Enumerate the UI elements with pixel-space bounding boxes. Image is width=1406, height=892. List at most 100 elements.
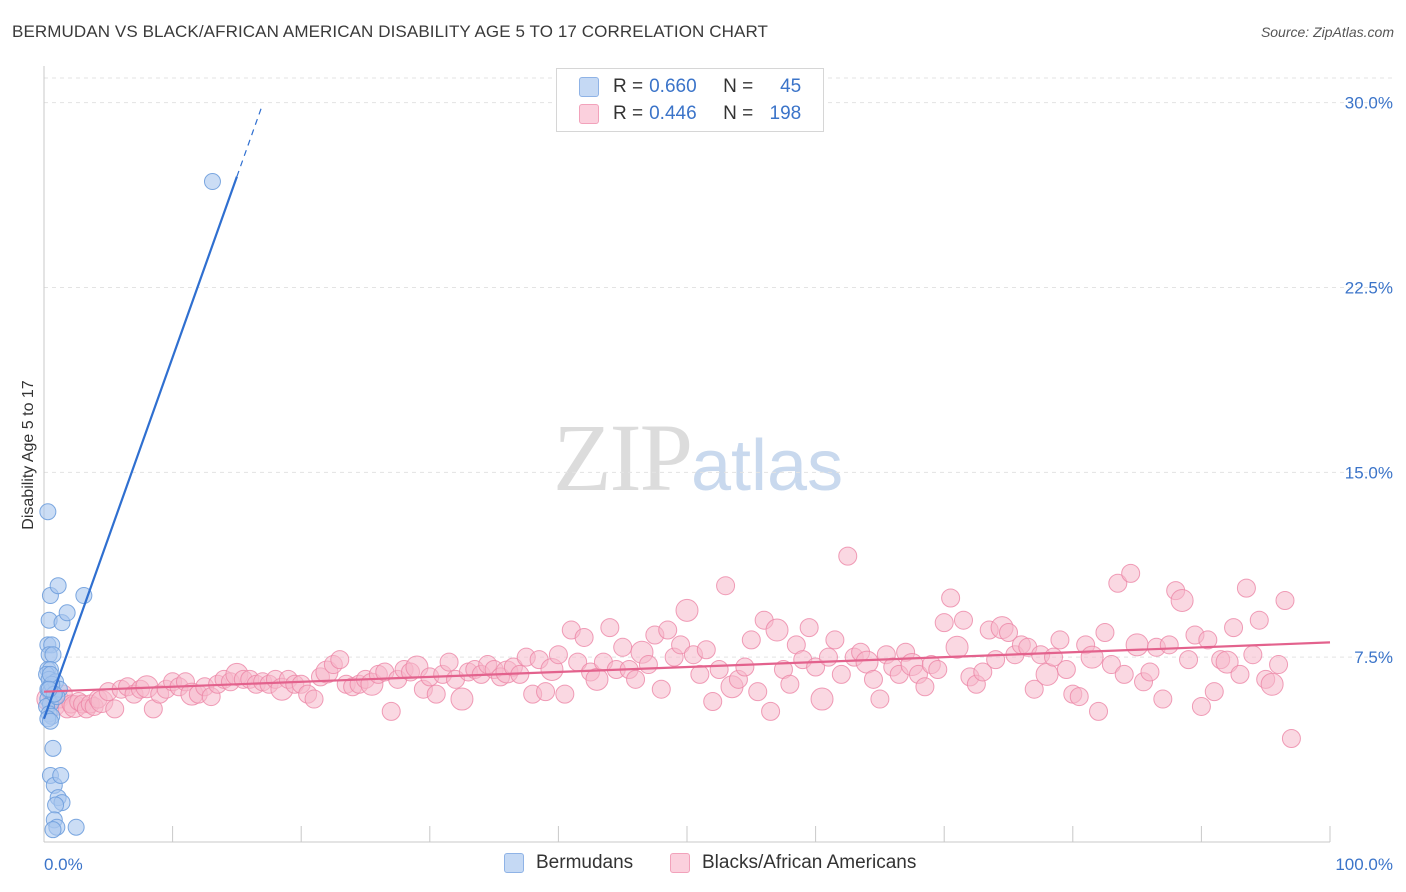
legend-swatch-pink	[670, 853, 690, 873]
y-tick-label: 15.0%	[1345, 463, 1393, 482]
series-legend: Bermudans Blacks/African Americans	[0, 852, 1406, 876]
data-point-blacks	[671, 635, 691, 655]
data-point-blacks	[1281, 728, 1301, 748]
data-point-blacks	[675, 598, 699, 622]
data-point-blacks	[709, 659, 729, 679]
axes	[43, 66, 1331, 843]
data-point-blacks	[818, 647, 838, 667]
legend-item-bermudans[interactable]: Bermudans	[504, 852, 633, 874]
grid-lines	[44, 77, 1394, 658]
legend-n-label: N =	[723, 103, 754, 124]
data-point-blacks	[799, 618, 819, 638]
trend-lines	[42, 104, 1331, 720]
data-point-blacks	[735, 657, 755, 677]
data-point-blacks	[1249, 610, 1269, 630]
legend-label-blacks: Blacks/African Americans	[702, 852, 917, 873]
data-point-bermudans	[49, 577, 67, 595]
y-tick-label: 7.5%	[1354, 648, 1393, 667]
legend-r-value: 0.660	[649, 76, 697, 97]
data-point-blacks	[915, 677, 935, 697]
watermark: ZIPatlas	[553, 402, 843, 513]
data-point-blacks	[1108, 573, 1128, 593]
data-point-blacks	[548, 645, 568, 665]
data-point-blacks	[941, 588, 961, 608]
data-point-blacks	[536, 682, 556, 702]
data-point-blacks	[765, 618, 789, 642]
data-point-blacks	[600, 618, 620, 638]
data-point-bermudans	[203, 173, 221, 191]
data-point-blacks	[330, 650, 350, 670]
data-point-blacks	[696, 640, 716, 660]
data-point-bermudans	[44, 739, 62, 757]
data-point-blacks	[1191, 696, 1211, 716]
data-point-bermudans	[67, 818, 85, 836]
data-point-blacks	[945, 635, 969, 659]
data-point-blacks	[1080, 645, 1104, 669]
data-point-blacks	[1050, 630, 1070, 650]
x-tick-label: 0.0%	[44, 855, 83, 874]
data-point-blacks	[1204, 682, 1224, 702]
data-point-blacks	[1121, 563, 1141, 583]
data-point-blacks	[426, 684, 446, 704]
data-point-blacks	[855, 650, 879, 674]
data-point-bermudans	[41, 665, 59, 683]
data-point-blacks	[1153, 689, 1173, 709]
data-point-blacks	[825, 630, 845, 650]
data-point-blacks	[638, 655, 658, 675]
data-point-blacks	[863, 669, 883, 689]
y-tick-label: 30.0%	[1345, 94, 1393, 113]
data-point-blacks	[953, 610, 973, 630]
data-point-bermudans	[44, 821, 62, 839]
trend-line-bermudans	[42, 176, 238, 720]
legend-r-label: R =	[613, 76, 644, 97]
data-point-blacks	[810, 687, 834, 711]
data-point-blacks	[870, 689, 890, 709]
data-point-blacks	[1170, 588, 1194, 612]
data-point-blacks	[574, 627, 594, 647]
data-point-blacks	[690, 664, 710, 684]
legend-item-blacks[interactable]: Blacks/African Americans	[670, 852, 916, 874]
data-point-blacks	[1069, 687, 1089, 707]
legend-swatch-blue	[504, 853, 524, 873]
data-point-blacks	[1179, 650, 1199, 670]
data-point-blacks	[928, 659, 948, 679]
data-point-blacks	[973, 662, 993, 682]
series-blacks-african-americans	[36, 546, 1301, 748]
source-label: Source: ZipAtlas.com	[1260, 24, 1394, 40]
data-point-blacks	[748, 682, 768, 702]
data-point-blacks	[1224, 618, 1244, 638]
data-point-blacks	[831, 664, 851, 684]
data-point-blacks	[1140, 662, 1160, 682]
data-point-bermudans	[52, 766, 70, 784]
data-point-blacks	[1243, 645, 1263, 665]
data-point-blacks	[1024, 679, 1044, 699]
data-point-blacks	[999, 623, 1018, 643]
chart-title: BERMUDAN VS BLACK/AFRICAN AMERICAN DISAB…	[12, 22, 769, 41]
data-point-bermudans	[41, 712, 59, 730]
trend-line-blacks	[43, 641, 1331, 693]
data-point-blacks	[716, 576, 736, 596]
data-point-blacks	[838, 546, 858, 566]
data-point-blacks	[1056, 659, 1076, 679]
data-point-blacks	[439, 652, 459, 672]
x-tick-label: 100.0%	[1335, 855, 1393, 874]
data-point-blacks	[1095, 623, 1115, 643]
data-point-blacks	[613, 637, 633, 657]
legend-n-label: N =	[723, 76, 754, 97]
legend-swatch-blue	[579, 77, 599, 97]
data-point-blacks	[1269, 655, 1289, 675]
data-point-blacks	[450, 687, 474, 711]
y-tick-label: 22.5%	[1345, 278, 1393, 297]
data-point-blacks	[381, 701, 401, 721]
data-point-blacks	[1236, 578, 1256, 598]
legend-r-value: 0.446	[649, 103, 697, 124]
data-point-bermudans	[47, 796, 65, 814]
legend-swatch-pink	[579, 104, 599, 124]
data-point-blacks	[703, 692, 723, 712]
data-point-blacks	[1215, 650, 1239, 674]
legend-label-bermudans: Bermudans	[536, 852, 634, 873]
data-point-blacks	[1089, 701, 1109, 721]
data-point-blacks	[986, 650, 1006, 670]
data-point-blacks	[761, 701, 781, 721]
